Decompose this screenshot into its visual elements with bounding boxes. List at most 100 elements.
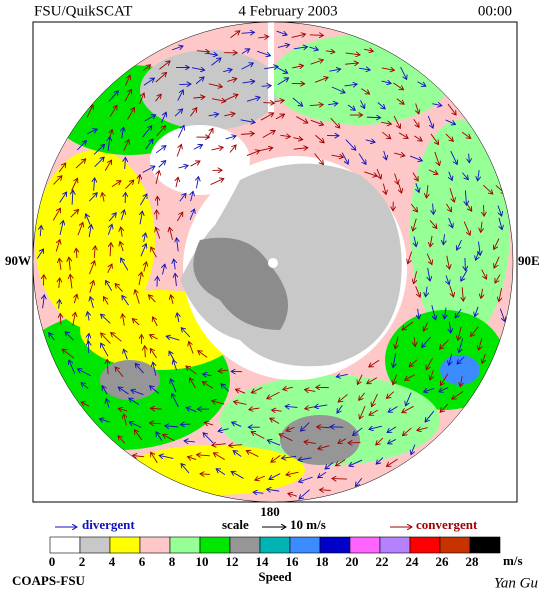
wind-arrow — [364, 171, 377, 176]
wind-arrow — [246, 150, 260, 157]
wind-arrow — [455, 308, 462, 318]
wind-arrow — [449, 353, 452, 366]
wind-arrow — [431, 305, 436, 319]
wind-arrow — [258, 148, 273, 151]
wind-arrow — [267, 489, 280, 491]
wind-arrow — [345, 53, 360, 55]
wind-arrow — [59, 258, 61, 270]
colorbar-swatch — [79, 536, 111, 554]
wind-arrow — [439, 387, 449, 392]
wind-arrow — [260, 113, 274, 121]
wind-arrow — [155, 94, 162, 102]
legend-convergent: convergent — [416, 517, 478, 532]
wind-arrow — [200, 474, 210, 475]
wind-arrow — [218, 429, 229, 431]
wind-arrow — [494, 256, 500, 268]
legend-scale: scale — [222, 517, 249, 532]
wind-arrow — [223, 69, 232, 71]
wind-arrow — [230, 31, 240, 39]
wind-arrow — [101, 343, 109, 357]
wind-arrow — [142, 65, 150, 71]
wind-arrow — [325, 51, 335, 52]
wind-arrow — [58, 163, 66, 173]
wind-arrow — [186, 366, 197, 375]
wind-arrow — [150, 408, 162, 409]
wind-arrow — [204, 422, 214, 425]
wind-arrow — [153, 317, 158, 327]
colorbar-tick-label: 28 — [466, 554, 480, 569]
wind-arrow — [369, 426, 382, 429]
wind-arrow — [275, 114, 285, 120]
wind-arrow — [283, 387, 293, 389]
wind-arrow — [402, 405, 414, 412]
wind-arrow — [301, 422, 310, 432]
wind-arrow — [132, 319, 140, 326]
wind-arrow — [65, 332, 74, 341]
wind-arrow — [425, 410, 435, 422]
colorbar-swatch — [199, 536, 231, 554]
wind-arrow — [415, 286, 421, 297]
wind-arrow — [458, 326, 462, 341]
wind-arrow — [426, 253, 432, 265]
wind-arrow — [171, 46, 183, 51]
wind-arrow — [155, 72, 167, 83]
wind-arrow — [476, 251, 479, 261]
colorbar-unit: m/s — [503, 553, 523, 568]
wind-arrow — [108, 213, 116, 222]
wind-arrow — [331, 155, 343, 157]
wind-arrow — [402, 321, 414, 330]
wind-arrow — [151, 452, 158, 464]
wind-arrow — [120, 242, 123, 252]
wind-arrow — [156, 227, 161, 239]
wind-arrow — [429, 220, 437, 228]
wind-arrow — [121, 210, 124, 221]
wind-arrow — [76, 248, 77, 259]
wind-arrow — [145, 139, 153, 150]
map-label-right: 90E — [518, 253, 540, 268]
wind-arrow — [62, 349, 75, 359]
wind-arrow — [190, 161, 200, 167]
wind-arrow — [253, 492, 264, 493]
wind-arrow — [286, 472, 299, 475]
wind-arrow — [293, 47, 308, 49]
wind-arrow — [151, 247, 157, 258]
wind-arrow — [411, 444, 416, 455]
wind-arrow — [417, 81, 426, 87]
wind-arrow — [133, 455, 145, 456]
wind-arrow — [359, 392, 365, 400]
wind-arrow — [166, 336, 180, 341]
wind-arrow — [309, 35, 324, 36]
wind-arrow — [263, 103, 274, 104]
wind-arrow — [296, 116, 308, 123]
wind-arrow — [417, 428, 428, 431]
wind-arrow — [399, 184, 402, 193]
wind-arrow — [187, 457, 197, 460]
wind-arrow — [330, 117, 340, 128]
wind-arrow — [87, 312, 89, 321]
wind-arrow — [318, 446, 330, 449]
wind-arrow — [106, 399, 109, 408]
wind-arrow — [89, 261, 94, 275]
wind-arrow — [121, 258, 129, 271]
wind-arrow — [94, 157, 104, 168]
wind-arrow — [59, 192, 67, 203]
wind-arrow — [449, 188, 454, 202]
wind-arrow — [229, 445, 243, 446]
header-right: 00:00 — [478, 3, 512, 19]
wind-arrow — [213, 453, 225, 460]
wind-arrow — [107, 224, 112, 235]
header-center: 4 February 2003 — [238, 3, 337, 19]
wind-arrow — [139, 194, 147, 206]
wind-arrow — [49, 333, 55, 341]
wind-arrow — [433, 203, 434, 215]
wind-arrow — [89, 225, 91, 238]
wind-arrow — [89, 281, 94, 293]
wind-arrow — [465, 257, 466, 271]
wind-arrow — [233, 451, 242, 457]
wind-arrow — [355, 477, 363, 486]
wind-arrow — [135, 363, 144, 374]
wind-arrow — [122, 296, 129, 306]
wind-arrow — [499, 217, 502, 230]
wind-arrow — [229, 145, 236, 153]
